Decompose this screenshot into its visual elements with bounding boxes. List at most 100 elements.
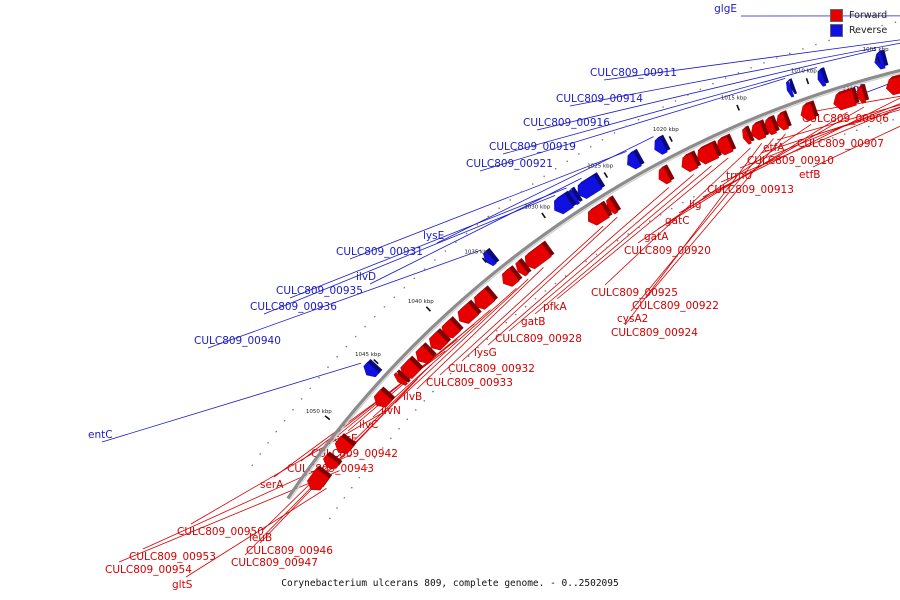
gene-label-CULC809_00953[interactable]: CULC809_00953 bbox=[129, 551, 216, 563]
gene-cysA2[interactable] bbox=[764, 115, 780, 136]
gene-label-CULC809_00922[interactable]: CULC809_00922 bbox=[632, 300, 719, 312]
gene-label-ilvB[interactable]: ilvB bbox=[403, 391, 422, 403]
gene-label-CULC809_00906[interactable]: CULC809_00906 bbox=[802, 113, 889, 125]
gene-CULC809_00947[interactable] bbox=[393, 369, 411, 386]
gene-leader-line bbox=[812, 125, 900, 168]
gene-label-CULC809_00936[interactable]: CULC809_00936 bbox=[250, 301, 337, 313]
gene-label-CULC809_00910[interactable]: CULC809_00910 bbox=[747, 155, 834, 167]
gene-ilvN[interactable] bbox=[515, 258, 532, 277]
gene-CULC809_00916[interactable] bbox=[874, 49, 889, 70]
gene-label-CULC809_00946[interactable]: CULC809_00946 bbox=[246, 545, 333, 557]
tick-mark bbox=[324, 415, 331, 421]
gene-label-CULC809_00931[interactable]: CULC809_00931 bbox=[336, 246, 423, 258]
gene-label-CULC809_00928[interactable]: CULC809_00928 bbox=[495, 333, 582, 345]
gene-label-cysA2[interactable]: cysA2 bbox=[617, 313, 648, 325]
inner-track-dot bbox=[773, 159, 775, 161]
inner-track-dot bbox=[727, 179, 729, 181]
gene-arrow bbox=[457, 302, 480, 324]
gene-label-CULC809_00940[interactable]: CULC809_00940 bbox=[194, 335, 281, 347]
gene-arrow bbox=[554, 193, 574, 215]
gene-CULC809_00953[interactable] bbox=[334, 433, 357, 454]
gene-CULC809_00946[interactable] bbox=[400, 355, 424, 379]
gene-lysE[interactable] bbox=[654, 134, 671, 155]
gene-label-CULC809_00913[interactable]: CULC809_00913 bbox=[707, 184, 794, 196]
gene-label-pfkA[interactable]: pfkA bbox=[543, 301, 567, 313]
gene-label-entC[interactable]: entC bbox=[88, 429, 113, 441]
gene-label-CULC809_00911[interactable]: CULC809_00911 bbox=[590, 67, 677, 79]
gene-label-serA[interactable]: serA bbox=[260, 479, 284, 491]
gene-label-gltS[interactable]: gltS bbox=[172, 579, 193, 591]
outer-track-dot bbox=[566, 160, 569, 163]
gene-label-CULC809_00924[interactable]: CULC809_00924 bbox=[611, 327, 698, 339]
inner-track-dot bbox=[808, 145, 810, 148]
gene-gltS[interactable] bbox=[307, 465, 333, 491]
gene-lig[interactable] bbox=[885, 71, 900, 96]
inner-track-dot bbox=[423, 399, 426, 402]
gene-lysG[interactable] bbox=[658, 164, 675, 185]
gene-CULC809_00931[interactable] bbox=[627, 148, 645, 170]
gene-label-CULC809_00947[interactable]: CULC809_00947 bbox=[231, 557, 318, 569]
gene-CULC809_00936[interactable] bbox=[554, 190, 577, 215]
gene-pfkA[interactable] bbox=[716, 133, 737, 156]
gene-label-ilvD[interactable]: ilvD bbox=[356, 271, 376, 283]
gene-gatB[interactable] bbox=[697, 140, 722, 165]
genome-backbone bbox=[286, 68, 900, 500]
gene-label-lysE[interactable]: lysE bbox=[423, 230, 444, 242]
gene-CULC809_00954[interactable] bbox=[323, 451, 343, 469]
gene-czcE[interactable] bbox=[474, 285, 499, 310]
gene-label-gatC[interactable]: gatC bbox=[665, 215, 690, 227]
gene-serA[interactable] bbox=[428, 328, 452, 351]
gene-ilvC[interactable] bbox=[501, 265, 523, 287]
gene-CULC809_00924[interactable] bbox=[750, 119, 770, 141]
gene-label-ilvC[interactable]: ilvC bbox=[359, 419, 378, 431]
outer-track-dot bbox=[724, 77, 727, 79]
gene-CULC809_00943[interactable] bbox=[441, 316, 464, 339]
inner-track-dot bbox=[534, 297, 537, 300]
gene-label-leuB[interactable]: leuB bbox=[249, 532, 272, 544]
gene-label-lysG[interactable]: lysG bbox=[474, 347, 497, 359]
gene-CULC809_00932[interactable] bbox=[606, 195, 622, 215]
outer-track-dot bbox=[354, 335, 357, 338]
gene-CULC809_00925[interactable] bbox=[742, 125, 755, 145]
gene-CULC809_00940[interactable] bbox=[482, 247, 500, 267]
gene-CULC809_00933[interactable] bbox=[587, 200, 613, 226]
gene-arrow bbox=[658, 167, 672, 185]
gene-arrow bbox=[750, 122, 767, 141]
gene-label-CULC809_00932[interactable]: CULC809_00932 bbox=[448, 363, 535, 375]
gene-label-gatB[interactable]: gatB bbox=[521, 316, 545, 328]
gene-CULC809_00919[interactable] bbox=[817, 67, 830, 87]
gene-label-glgE[interactable]: glgE bbox=[714, 3, 737, 15]
gene-label-gatA[interactable]: gatA bbox=[644, 231, 669, 243]
gene-label-CULC809_00914[interactable]: CULC809_00914 bbox=[556, 93, 643, 105]
gene-label-CULC809_00933[interactable]: CULC809_00933 bbox=[426, 377, 513, 389]
gene-label-CULC809_00925[interactable]: CULC809_00925 bbox=[591, 287, 678, 299]
inner-track-dot bbox=[350, 486, 353, 489]
gene-label-trmU[interactable]: trmU bbox=[726, 170, 752, 182]
gene-gatC[interactable] bbox=[856, 84, 870, 104]
gene-label-ilvN[interactable]: ilvN bbox=[381, 405, 401, 417]
gene-arrow-depth bbox=[571, 186, 583, 202]
gene-CULC809_00920[interactable] bbox=[800, 100, 819, 122]
gene-CULC809_00950[interactable] bbox=[373, 386, 396, 408]
gene-CULC809_00942[interactable] bbox=[457, 299, 482, 324]
gene-label-CULC809_00920[interactable]: CULC809_00920 bbox=[624, 245, 711, 257]
gene-label-CULC809_00921[interactable]: CULC809_00921 bbox=[466, 158, 553, 170]
inner-track-dot bbox=[495, 330, 498, 332]
gene-CULC809_00922[interactable] bbox=[776, 110, 792, 131]
gene-arrow bbox=[307, 468, 330, 491]
gene-label-etfB[interactable]: etfB bbox=[799, 169, 820, 181]
gene-entC[interactable] bbox=[363, 358, 383, 378]
gene-label-CULC809_00919[interactable]: CULC809_00919 bbox=[489, 141, 576, 153]
gene-arrow bbox=[654, 137, 668, 155]
gene-leuB[interactable] bbox=[415, 342, 437, 364]
gene-CULC809_00921[interactable] bbox=[786, 78, 798, 98]
gene-gatA[interactable] bbox=[833, 86, 860, 111]
gene-CULC809_00928[interactable] bbox=[681, 150, 702, 173]
outer-track-dot bbox=[283, 419, 286, 422]
gene-CULC809_00935[interactable] bbox=[568, 186, 583, 206]
gene-ilvB[interactable] bbox=[524, 240, 555, 270]
gene-label-CULC809_00954[interactable]: CULC809_00954 bbox=[105, 564, 192, 576]
inner-track-dot bbox=[796, 149, 799, 152]
gene-ilvD[interactable] bbox=[577, 172, 606, 199]
gene-label-CULC809_00916[interactable]: CULC809_00916 bbox=[523, 117, 610, 129]
